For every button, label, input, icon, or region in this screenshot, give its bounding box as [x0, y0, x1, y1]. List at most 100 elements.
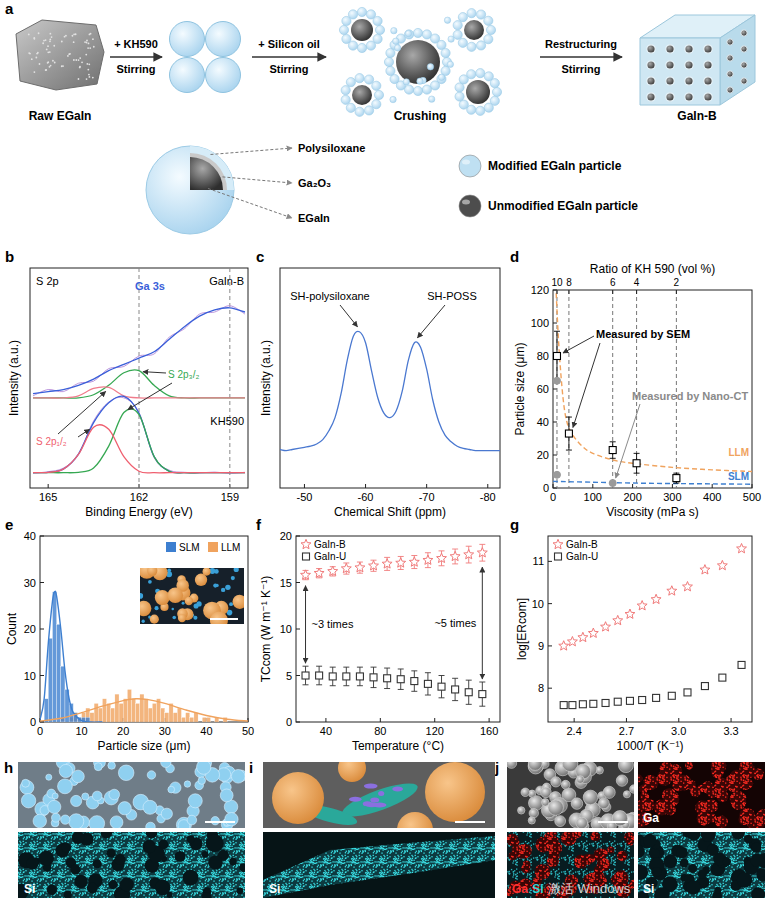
data-point — [384, 675, 391, 682]
texture-dot — [89, 47, 91, 49]
sem-bg — [263, 762, 495, 828]
data-point — [396, 558, 406, 567]
data-point — [424, 680, 431, 687]
map-label: Ga — [512, 882, 528, 896]
inset-small-particle — [142, 620, 145, 623]
modified-particle — [364, 106, 373, 115]
x-tick-label: 2.7 — [619, 725, 634, 737]
inset-small-particle — [182, 602, 185, 605]
x2-axis-title: Ratio of KH 590 (vol %) — [590, 262, 715, 276]
legend-swatch — [208, 542, 218, 552]
texture-dot — [73, 33, 75, 35]
texture-dot — [85, 54, 87, 56]
embedded-particle — [685, 93, 693, 101]
error-bar — [303, 666, 309, 685]
data-point — [588, 628, 598, 637]
annotation: Measured by Nano-CT — [632, 390, 748, 402]
stage-label: Raw EGaIn — [29, 109, 92, 123]
modified-particle — [346, 103, 355, 112]
particle — [685, 762, 693, 770]
y-axis-title: log[ERcom] — [515, 598, 529, 660]
plot-frame — [296, 536, 500, 722]
sem-bg — [507, 762, 634, 828]
inset-small-particle — [172, 616, 176, 620]
x-tick — [632, 484, 633, 488]
data-point — [553, 377, 560, 384]
histogram-bar — [194, 713, 198, 722]
inset-small-particle — [167, 568, 171, 572]
plot-area — [280, 331, 500, 450]
particle — [146, 822, 156, 828]
error-bar — [357, 667, 363, 686]
error-bar-cap — [673, 473, 679, 474]
legend-label: Unmodified EGaIn particle — [488, 199, 638, 213]
legend-label: GaIn-U — [566, 551, 598, 562]
inset-large-particle — [140, 601, 151, 616]
embedded-particle — [727, 71, 733, 77]
particle — [680, 859, 689, 868]
particle — [110, 816, 123, 828]
particle — [547, 835, 559, 847]
inset-large-particle — [150, 615, 159, 624]
texture-dot — [28, 52, 30, 54]
error-bar-cap — [343, 685, 349, 686]
layer-wedge — [190, 153, 227, 190]
particle — [72, 770, 85, 783]
modified-particle — [339, 25, 348, 34]
x2-tick-label: 6 — [610, 277, 616, 288]
large-particle — [272, 772, 324, 824]
particle — [630, 785, 634, 793]
y-tick — [296, 722, 300, 723]
modified-particle — [441, 48, 450, 57]
particle — [639, 785, 648, 794]
texture-dot — [87, 69, 89, 71]
layer-label: Ga₂O₃ — [298, 177, 331, 189]
small-particle — [378, 791, 384, 796]
error-bar — [452, 678, 458, 700]
data-line — [553, 481, 752, 484]
data-point — [423, 555, 433, 564]
particle — [572, 832, 582, 838]
inset-large-particle — [178, 614, 186, 622]
error-bar — [554, 331, 560, 381]
particle — [708, 789, 718, 799]
legend-swatch — [166, 542, 176, 552]
x-tick-label: 3.0 — [671, 725, 686, 737]
annotation: S 2p₃/₂ — [168, 369, 199, 380]
particle — [161, 808, 172, 819]
texture-dot — [75, 59, 77, 61]
step-label: Restructuring — [545, 38, 617, 50]
x-tick-label: 2.4 — [567, 725, 582, 737]
texture-dot — [39, 63, 41, 65]
x2-tick — [568, 290, 569, 294]
particle — [528, 762, 544, 773]
data-point — [578, 632, 588, 641]
particle — [211, 817, 219, 825]
data-point — [609, 480, 616, 487]
particle — [143, 800, 157, 814]
particle — [197, 762, 211, 774]
embedded-particle — [741, 30, 747, 36]
small-particle — [363, 801, 372, 806]
embedded-particle — [647, 93, 655, 101]
y-tick-label: 0 — [30, 716, 36, 728]
x-tick — [731, 718, 732, 722]
data-line — [280, 331, 500, 450]
error-bar-cap — [479, 706, 485, 707]
texture-dot — [92, 77, 94, 79]
particle — [715, 816, 728, 828]
arrow — [78, 429, 90, 437]
histogram-bar — [52, 592, 56, 722]
error-bar-cap — [452, 700, 458, 701]
particle — [723, 858, 731, 866]
layer-leader — [222, 177, 292, 183]
inset-image — [140, 568, 244, 624]
particle — [640, 792, 649, 801]
particle — [654, 887, 669, 898]
error-bar — [330, 667, 336, 686]
legend-label: LLM — [221, 542, 240, 553]
modified-particle — [437, 40, 446, 49]
embedded-particle — [666, 61, 674, 69]
particle — [744, 835, 753, 844]
particle — [676, 847, 688, 859]
